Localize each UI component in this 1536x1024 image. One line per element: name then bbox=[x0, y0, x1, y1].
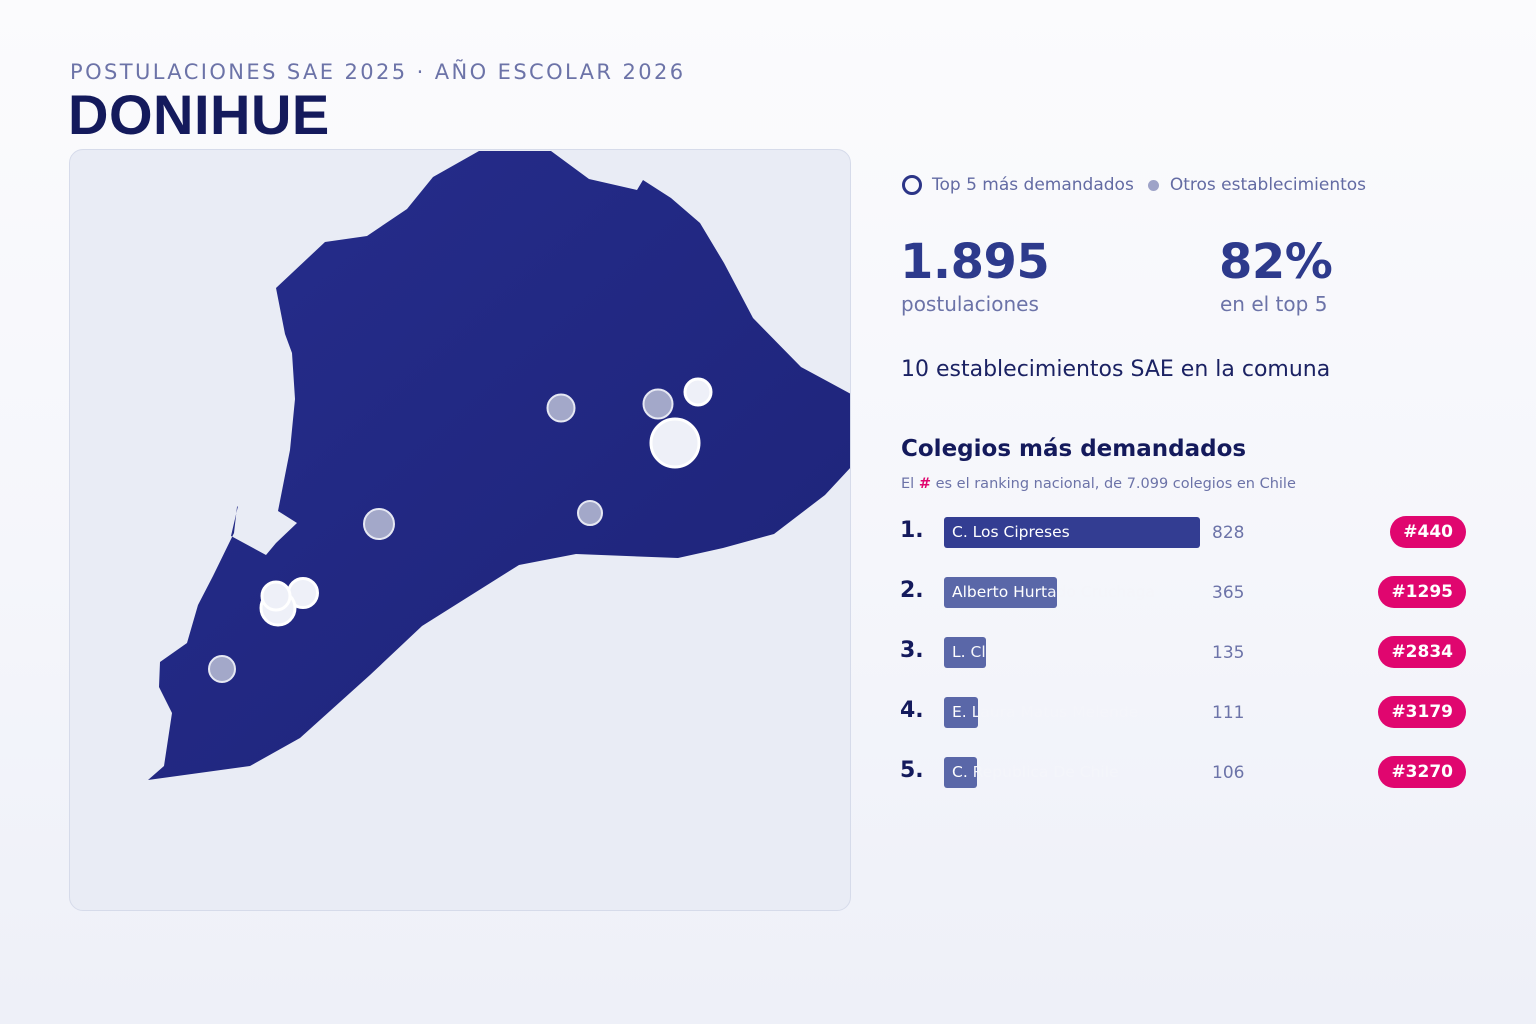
ranking-row[interactable]: 1. C. Los Cipreses 828 #440 bbox=[900, 516, 1470, 550]
ranking-position: 3. bbox=[900, 638, 924, 663]
ranking-bar bbox=[944, 697, 978, 728]
page-subtitle: POSTULACIONES SAE 2025 · AÑO ESCOLAR 202… bbox=[70, 60, 686, 84]
legend-top5-label: Top 5 más demandados bbox=[932, 175, 1134, 195]
school-name-inside-bar: C. bbox=[952, 763, 968, 781]
ranking-bar bbox=[944, 517, 1200, 548]
national-rank-badge: #440 bbox=[1390, 516, 1466, 548]
other-school-marker[interactable] bbox=[577, 500, 603, 526]
ranking-note-hash: # bbox=[918, 476, 931, 492]
ranking-applications: 828 bbox=[1212, 523, 1245, 543]
commune-map[interactable] bbox=[69, 149, 851, 911]
top5-school-marker[interactable] bbox=[649, 417, 701, 469]
legend-others-label: Otros establecimientos bbox=[1169, 175, 1367, 195]
ranking-row[interactable]: 5. C. Republica De Chile 106 #3270 bbox=[900, 756, 1470, 790]
schools-count: 10 establecimientos SAE en la comuna bbox=[901, 357, 1331, 382]
ranking-row[interactable]: 2. Alberto Hurtado Cruchaga 365 #1295 bbox=[900, 576, 1470, 610]
school-name-overflow: ado Cruchaga bbox=[1047, 583, 1156, 601]
top5-school-marker[interactable] bbox=[260, 580, 292, 612]
ranking-row[interactable]: 4. E. Laura Matus Melende 111 #3179 bbox=[900, 696, 1470, 730]
ranking-note: El # es el ranking nacional, de 7.099 co… bbox=[901, 476, 1296, 492]
ranking-school-name: E. Laura Matus Melende bbox=[952, 703, 1138, 721]
other-school-marker[interactable] bbox=[363, 508, 395, 540]
school-name-inside-bar: C. Los Cipreses bbox=[952, 523, 1070, 541]
other-school-marker[interactable] bbox=[208, 655, 236, 683]
map-legend: Top 5 más demandados Otros establecimien… bbox=[902, 175, 1366, 195]
ranking-school-name: C. Los Cipreses bbox=[952, 523, 1070, 541]
top5-share-label: en el top 5 bbox=[1220, 292, 1328, 316]
national-rank-badge: #3270 bbox=[1378, 756, 1466, 788]
school-name-overflow: Claudio Arrau Leon bbox=[970, 643, 1119, 661]
top5-school-marker[interactable] bbox=[683, 377, 713, 407]
ranking-position: 1. bbox=[900, 518, 924, 543]
ranking-note-suffix: es el ranking nacional, de 7.099 colegio… bbox=[930, 476, 1296, 492]
national-rank-badge: #3179 bbox=[1378, 696, 1466, 728]
ranking-bar bbox=[944, 637, 986, 668]
other-dot-icon bbox=[1147, 179, 1159, 191]
ranking-applications: 365 bbox=[1212, 583, 1245, 603]
school-name-overflow: Laura Matus Melende bbox=[971, 703, 1139, 721]
applications-label: postulaciones bbox=[901, 292, 1039, 316]
page-title: DONIHUE bbox=[68, 83, 330, 146]
applications-value: 1.895 bbox=[900, 234, 1050, 290]
ranking-position: 2. bbox=[900, 578, 924, 603]
school-name-inside-bar: Alberto Hurt bbox=[952, 583, 1048, 601]
ranking-note-prefix: El bbox=[901, 476, 919, 492]
ranking-applications: 135 bbox=[1212, 643, 1245, 663]
other-school-marker[interactable] bbox=[546, 393, 576, 423]
ranking-row[interactable]: 3. L. Claudio Arrau Leon 135 #2834 bbox=[900, 636, 1470, 670]
school-name-inside-bar: L. bbox=[952, 643, 971, 661]
top5-ring-icon bbox=[902, 175, 922, 195]
school-name-inside-bar: E. bbox=[952, 703, 972, 721]
ranking-bar bbox=[944, 577, 1057, 608]
national-rank-badge: #1295 bbox=[1378, 576, 1466, 608]
top5-share-value: 82% bbox=[1219, 234, 1333, 290]
ranking-applications: 106 bbox=[1212, 763, 1245, 783]
ranking-school-name: C. Republica De Chile bbox=[952, 763, 1119, 781]
ranking-title: Colegios más demandados bbox=[901, 436, 1247, 462]
national-rank-badge: #2834 bbox=[1378, 636, 1466, 668]
ranking-applications: 111 bbox=[1212, 703, 1245, 723]
ranking-bar bbox=[944, 757, 977, 788]
ranking-position: 4. bbox=[900, 698, 924, 723]
commune-map-svg bbox=[148, 151, 850, 780]
ranking-school-name: Alberto Hurtado Cruchaga bbox=[952, 583, 1155, 601]
school-markers bbox=[208, 377, 713, 683]
school-name-overflow: Republica De Chile bbox=[967, 763, 1119, 781]
other-school-marker[interactable] bbox=[642, 388, 674, 420]
ranking-position: 5. bbox=[900, 758, 924, 783]
commune-shape bbox=[148, 151, 850, 780]
ranking-school-name: L. Claudio Arrau Leon bbox=[952, 643, 1118, 661]
